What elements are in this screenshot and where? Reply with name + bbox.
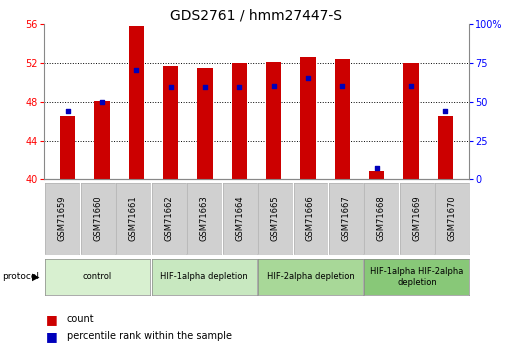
Bar <box>163 66 179 179</box>
Text: GSM71668: GSM71668 <box>377 195 386 241</box>
Text: control: control <box>83 272 112 282</box>
Point <box>235 85 244 90</box>
Text: HIF-1alpha depletion: HIF-1alpha depletion <box>160 272 248 282</box>
Point <box>167 85 175 90</box>
Text: GSM71659: GSM71659 <box>57 196 67 241</box>
Bar <box>438 116 453 179</box>
Point <box>269 83 278 89</box>
Bar <box>334 59 350 179</box>
Bar <box>198 68 213 179</box>
Title: GDS2761 / hmm27447-S: GDS2761 / hmm27447-S <box>170 9 343 23</box>
Text: GSM71661: GSM71661 <box>129 195 137 241</box>
Bar <box>231 63 247 179</box>
Bar <box>60 116 75 179</box>
Text: ■: ■ <box>46 330 58 343</box>
Point <box>407 83 415 89</box>
Point <box>441 109 449 114</box>
Point <box>98 99 106 105</box>
Point <box>372 165 381 170</box>
Text: GSM71662: GSM71662 <box>164 195 173 241</box>
Text: GSM71664: GSM71664 <box>235 195 244 241</box>
Bar <box>403 63 419 179</box>
Point <box>338 83 346 89</box>
Text: protocol: protocol <box>3 272 40 282</box>
Text: ■: ■ <box>46 313 58 326</box>
Point <box>304 75 312 80</box>
Text: GSM71670: GSM71670 <box>448 195 457 241</box>
Text: count: count <box>67 314 94 324</box>
Text: percentile rank within the sample: percentile rank within the sample <box>67 332 232 341</box>
Bar <box>369 171 384 179</box>
Text: HIF-2alpha depletion: HIF-2alpha depletion <box>267 272 354 282</box>
Text: GSM71669: GSM71669 <box>412 195 422 241</box>
Text: ▶: ▶ <box>32 272 40 282</box>
Point <box>64 109 72 114</box>
Text: GSM71666: GSM71666 <box>306 195 315 241</box>
Bar <box>300 57 315 179</box>
Bar <box>266 62 282 179</box>
Text: GSM71663: GSM71663 <box>200 195 209 241</box>
Point <box>132 67 141 72</box>
Text: HIF-1alpha HIF-2alpha
depletion: HIF-1alpha HIF-2alpha depletion <box>370 267 464 287</box>
Text: GSM71660: GSM71660 <box>93 195 102 241</box>
Text: GSM71667: GSM71667 <box>342 195 350 241</box>
Text: GSM71665: GSM71665 <box>270 195 280 241</box>
Point <box>201 85 209 90</box>
Bar <box>94 101 110 179</box>
Bar <box>129 26 144 179</box>
